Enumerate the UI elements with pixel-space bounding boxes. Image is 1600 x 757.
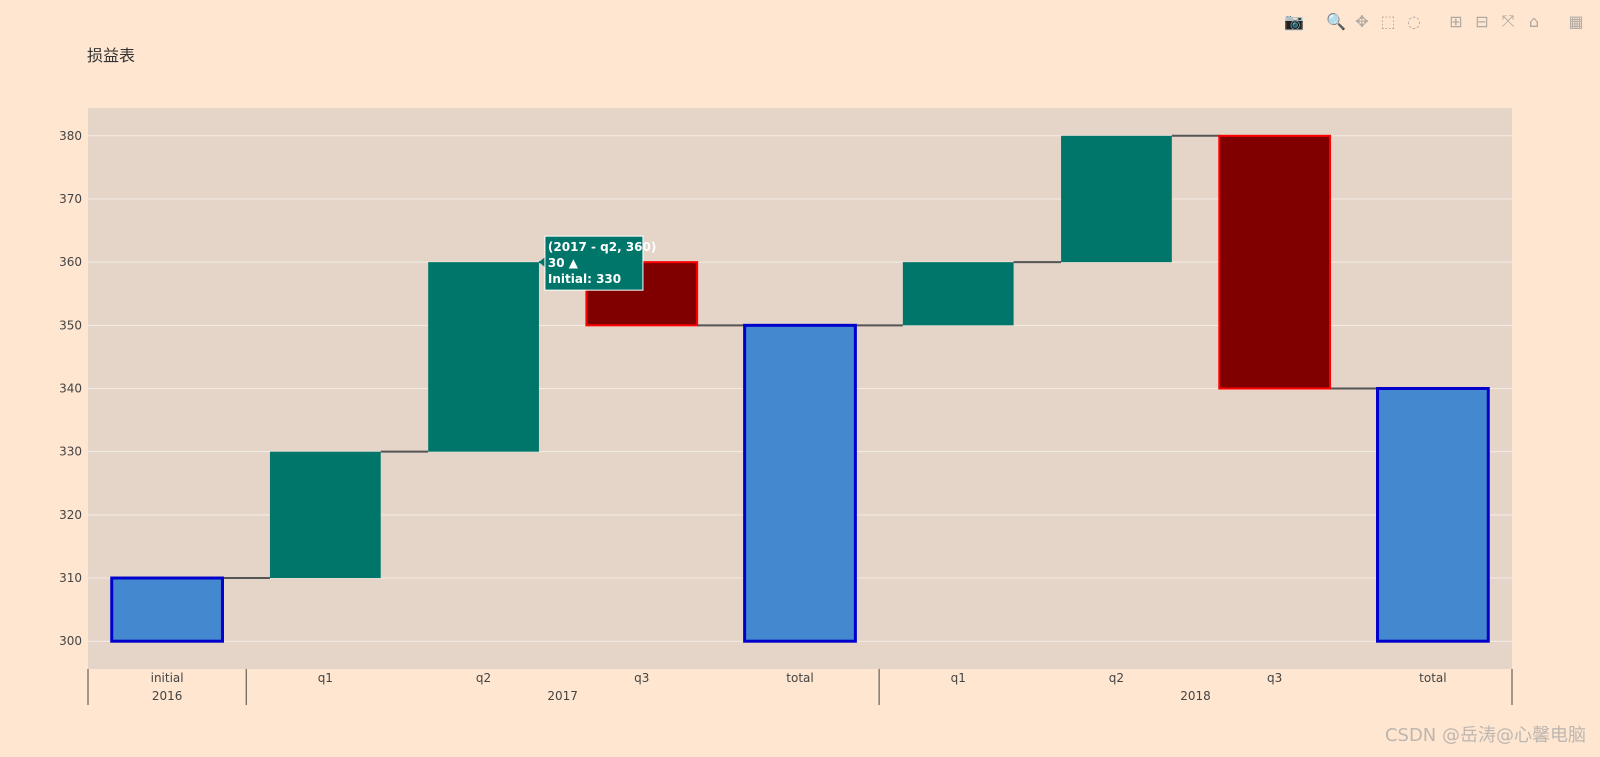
x-tick-label: q1	[951, 671, 966, 685]
y-tick-label: 380	[59, 129, 82, 143]
x-group-label: 2016	[152, 689, 183, 703]
tooltip-line: 30 ▲	[548, 256, 579, 270]
lasso-select-icon[interactable]: ◌	[1407, 11, 1421, 31]
bar-2018-total[interactable]	[1376, 387, 1490, 643]
x-tick-label: total	[786, 671, 813, 685]
plotly-logo-icon[interactable]: ▦	[1568, 11, 1584, 31]
x-tick-label: total	[1419, 671, 1446, 685]
y-tick-label: 310	[59, 571, 82, 585]
y-tick-label: 320	[59, 508, 82, 522]
chart-title: 损益表	[87, 46, 136, 65]
bar-2017-total[interactable]	[743, 323, 857, 643]
bar-2017-q2[interactable]	[428, 262, 539, 452]
tooltip-line: Initial: 330	[548, 272, 621, 286]
camera-icon[interactable]: 📷	[1284, 11, 1304, 31]
y-tick-label: 300	[59, 634, 82, 648]
pan-icon[interactable]: ✥	[1355, 11, 1369, 31]
y-tick-label: 350	[59, 318, 82, 332]
y-tick-label: 360	[59, 255, 82, 269]
y-tick-label: 340	[59, 382, 82, 396]
bar-2017-q1[interactable]	[269, 451, 381, 579]
zoom-in-icon[interactable]: ⊞	[1449, 11, 1463, 31]
x-tick-label: q1	[318, 671, 333, 685]
tooltip-box	[544, 235, 644, 291]
hover-tooltip: (2017 - q2, 360) 30 ▲ Initial: 330	[538, 235, 656, 291]
x-group-label: 2017	[547, 689, 578, 703]
tooltip-line: (2017 - q2, 360)	[548, 240, 656, 254]
x-group-label: 2018	[1180, 689, 1211, 703]
autoscale-icon[interactable]: ⤧	[1501, 11, 1515, 30]
bar-2018-q3[interactable]	[1218, 134, 1332, 390]
tooltip-pointer	[538, 257, 545, 268]
x-tick-label: initial	[151, 671, 184, 685]
bar-2018-q1[interactable]	[902, 262, 1014, 326]
bar-2016-initial[interactable]	[110, 576, 224, 643]
x-tick-label: q2	[1109, 671, 1124, 685]
modebar: 📷 🔍 ✥ ⬚ ◌ ⊞ ⊟ ⤧ ⌂ ▦	[1284, 11, 1586, 31]
zoom-out-icon[interactable]: ⊟	[1475, 11, 1489, 31]
y-tick-label: 330	[59, 445, 82, 459]
y-tick-label: 370	[59, 192, 82, 206]
x-tick-label: q3	[1267, 671, 1282, 685]
x-tick-label: q2	[476, 671, 491, 685]
box-select-icon[interactable]: ⬚	[1380, 11, 1396, 31]
watermark: CSDN @岳涛@心馨电脑	[1384, 725, 1586, 746]
reset-axes-icon[interactable]: ⌂	[1528, 11, 1540, 31]
x-tick-label: q3	[634, 671, 649, 685]
zoom-icon[interactable]: 🔍	[1326, 11, 1346, 31]
bar-2018-q2[interactable]	[1061, 135, 1172, 263]
